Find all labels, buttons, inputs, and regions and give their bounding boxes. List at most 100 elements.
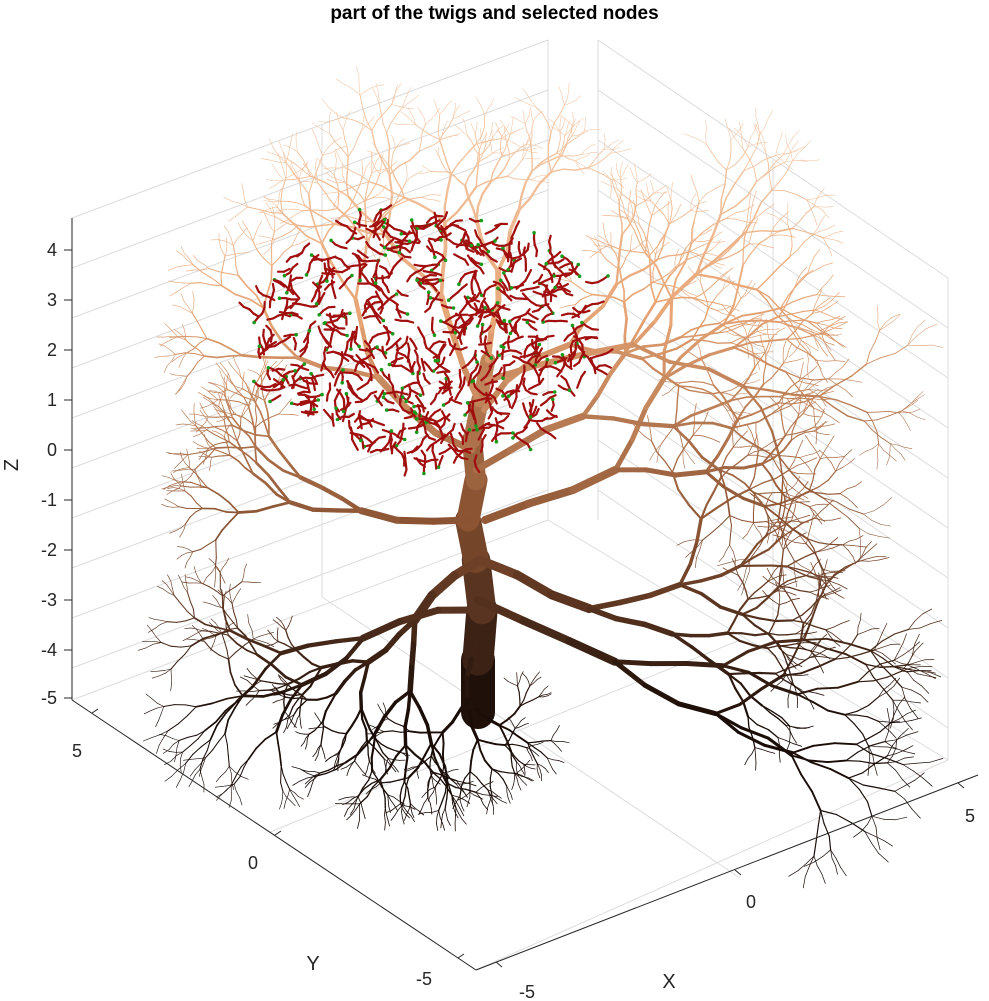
branch-segment <box>739 556 756 568</box>
branch-segment <box>763 505 780 519</box>
branch-segment <box>675 261 687 281</box>
branch-segment <box>767 163 770 178</box>
branch-segment <box>814 510 820 518</box>
branch-segment <box>870 741 886 747</box>
branch-segment <box>812 306 818 314</box>
branch-segment <box>288 620 292 627</box>
branch-segment <box>901 699 912 703</box>
branch-segment <box>227 754 230 767</box>
branch-segment <box>773 330 780 336</box>
branch-segment <box>808 691 817 694</box>
branch-segment <box>742 236 746 252</box>
branch-segment <box>292 780 301 786</box>
branch-segment <box>762 590 768 597</box>
branch-segment <box>281 683 304 694</box>
branch-segment <box>296 800 300 808</box>
branch-segment <box>404 805 411 808</box>
branch-segment <box>821 873 826 884</box>
branch-segment <box>285 795 289 803</box>
branch-segment <box>255 461 270 477</box>
branch-segment <box>747 715 750 728</box>
branch-segment <box>184 490 192 497</box>
branch-segment <box>754 747 763 750</box>
branch-segment <box>797 863 807 872</box>
branch-segment <box>221 785 229 787</box>
branch-segment <box>330 217 338 219</box>
branch-segment <box>266 411 270 426</box>
branch-segment <box>273 227 281 233</box>
branch-segment <box>872 676 884 690</box>
branch-segment <box>223 452 231 456</box>
branch-segment <box>635 181 638 191</box>
branch-segment <box>576 121 581 127</box>
branch-segment <box>377 168 385 171</box>
branch-segment <box>777 434 787 447</box>
branch-segment <box>259 355 281 360</box>
branch-segment <box>360 803 364 812</box>
branch-segment <box>224 733 228 745</box>
branch-segment <box>749 147 758 160</box>
branch-segment <box>300 183 310 195</box>
branch-segment <box>910 708 919 719</box>
branch-segment <box>705 128 707 137</box>
branch-segment <box>282 790 287 797</box>
branch-segment <box>190 627 197 630</box>
branch-segment <box>304 781 311 788</box>
branch-segment <box>431 771 441 780</box>
branch-segment <box>441 791 447 803</box>
branch-segment <box>203 355 218 359</box>
branch-segment <box>749 325 754 332</box>
branch-segment <box>637 179 643 183</box>
branch-segment <box>802 613 812 625</box>
branch-segment <box>423 171 429 174</box>
branch-segment <box>480 128 482 135</box>
branch-segment <box>898 412 904 419</box>
branch-segment <box>815 265 825 271</box>
branch-segment <box>687 351 694 356</box>
branch-segment <box>511 784 514 791</box>
branch-segment <box>406 167 408 176</box>
branch-segment <box>222 607 227 621</box>
branch-segment <box>759 532 763 540</box>
branch-segment <box>475 175 478 188</box>
branch-segment <box>512 164 519 172</box>
branch-segment <box>335 759 339 766</box>
branch-segment <box>214 442 223 446</box>
branch-segment <box>298 475 324 490</box>
branch-segment <box>829 435 835 444</box>
branch-segment <box>558 138 561 147</box>
branch-segment <box>235 619 239 629</box>
branch-segment <box>623 317 628 338</box>
branch-segment <box>829 493 841 495</box>
branch-segment <box>810 600 817 615</box>
branch-segment <box>252 638 261 642</box>
branch-segment <box>289 706 294 716</box>
branch-segment <box>486 807 489 815</box>
branch-segment <box>408 689 422 710</box>
branch-segment <box>723 320 744 325</box>
branch-segment <box>315 136 320 147</box>
branch-segment <box>818 516 826 522</box>
branch-segment <box>212 394 219 401</box>
branch-segment <box>811 383 819 387</box>
branch-segment <box>866 357 881 365</box>
branch-segment <box>315 158 317 168</box>
branch-segment <box>691 328 699 341</box>
branch-segment <box>692 424 695 436</box>
branch-segment <box>559 306 566 309</box>
branch-segment <box>781 538 784 546</box>
branch-segment <box>187 454 190 462</box>
branch-segment <box>799 773 814 793</box>
branch-segment <box>240 758 249 768</box>
branch-segment <box>174 754 177 763</box>
branch-segment <box>254 450 258 464</box>
branch-segment <box>784 426 792 436</box>
branch-segment <box>436 151 438 156</box>
branch-segment <box>246 206 260 211</box>
branch-segment <box>795 516 802 525</box>
branch-segment <box>816 360 821 369</box>
branch-segment <box>246 679 254 687</box>
branch-segment <box>496 794 502 799</box>
branch-segment <box>691 338 706 342</box>
branch-segment <box>575 166 589 171</box>
